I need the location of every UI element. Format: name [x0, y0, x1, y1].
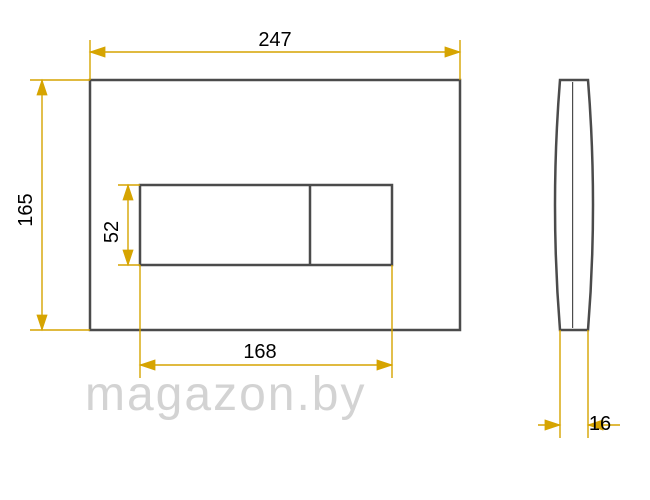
dimension-value: 168 [243, 341, 276, 363]
side-profile [555, 80, 593, 330]
front-plate-outline [90, 80, 460, 330]
dimension-value: 165 [15, 193, 37, 226]
dimension-value: 16 [589, 413, 611, 435]
watermark-text: magazon.by [85, 368, 367, 421]
dimension-value: 247 [258, 29, 291, 51]
inner-button-outline [140, 185, 392, 265]
dimension-value: 52 [101, 221, 123, 243]
